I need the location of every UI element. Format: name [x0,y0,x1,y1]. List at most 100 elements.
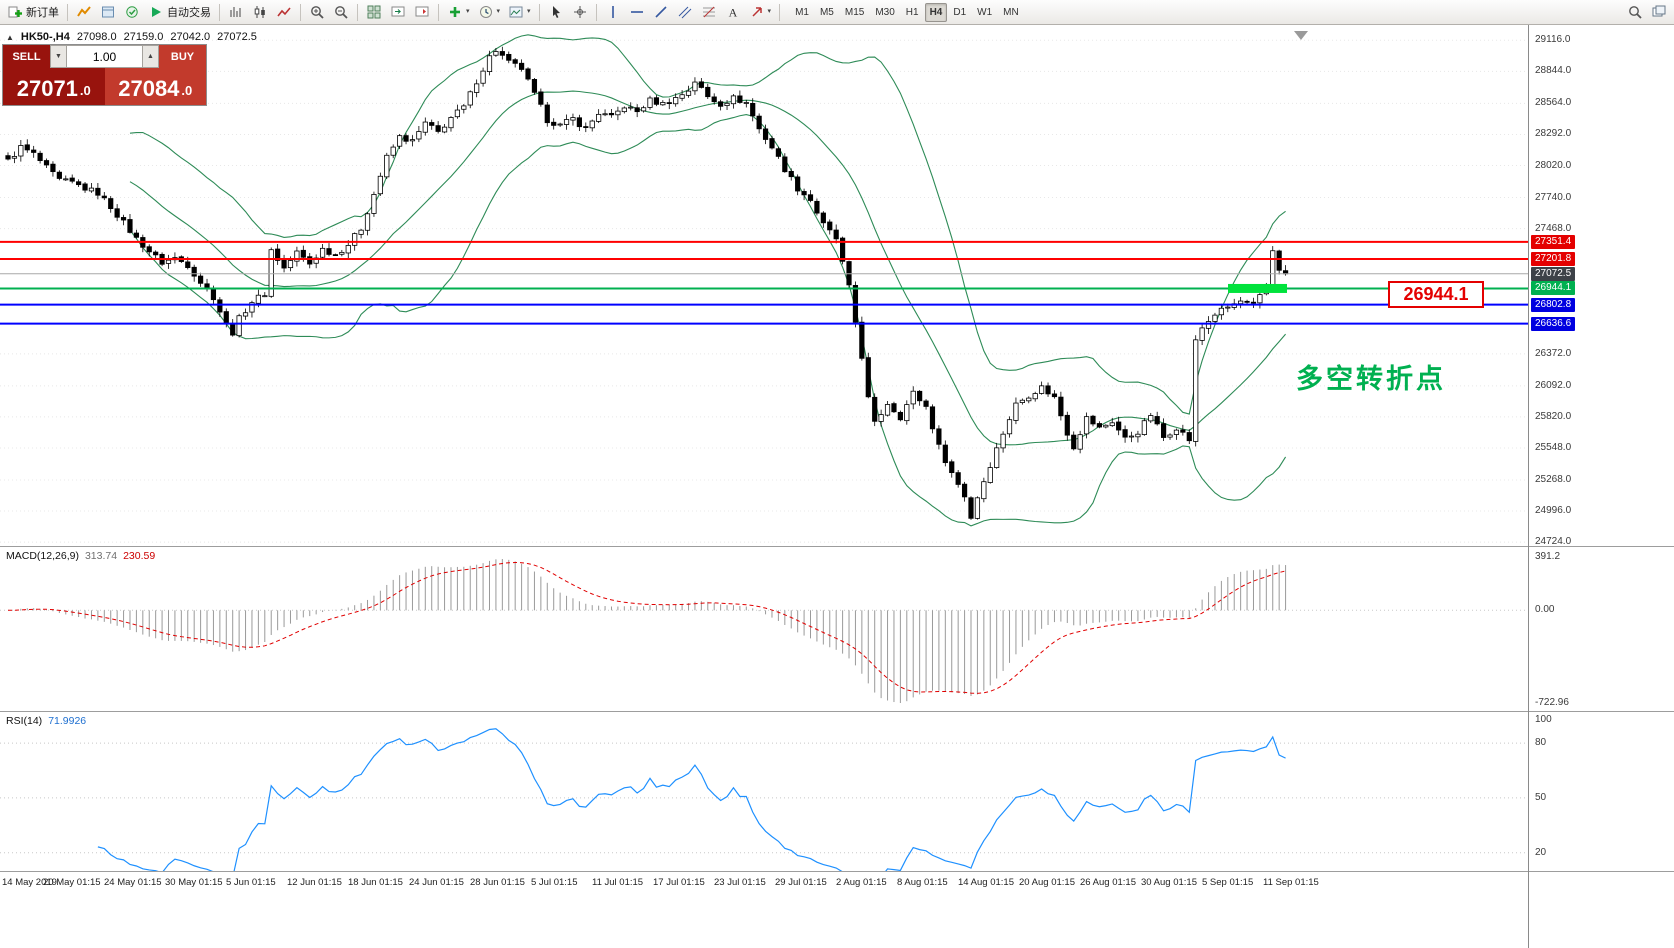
vertical-line-button[interactable] [602,2,624,23]
bid-price: 27071 [16,76,78,101]
timeframe-D1[interactable]: D1 [953,6,967,18]
text-label-button[interactable]: A [722,2,744,23]
search-button[interactable] [1624,2,1646,23]
zoom-out-icon [335,6,348,19]
highlight-zone[interactable] [1228,283,1287,293]
timeframe-M5[interactable]: M5 [819,6,834,18]
crosshair-button[interactable] [569,2,591,23]
time-axis-label: 23 Jul 01:15 [714,877,766,888]
channel-icon [678,6,691,19]
new-order-label: 新订单 [26,7,59,19]
panel-separator[interactable] [0,871,1674,872]
panel-separator[interactable] [0,546,1674,547]
turning-point-annotation[interactable]: 多空转折点 [1296,364,1446,394]
ohlc-open: 27098.0 [76,31,117,43]
rsi-axis-label: 100 [1535,714,1552,725]
bid-price-fraction: .0 [79,83,91,98]
time-axis-label: 2 Aug 01:15 [836,877,887,888]
toolbar-separator [219,3,220,21]
rsi-axis-label: 50 [1535,791,1547,803]
macd-axis-label: -722.96 [1535,697,1569,708]
indicators-button[interactable]: ▾ [444,2,473,23]
volume-up-button[interactable]: ▲ [142,45,159,68]
line-price-tag: 27351.4 [1531,234,1576,249]
volume-input[interactable]: 1.00 [67,45,142,68]
toolbar-separator [357,3,358,21]
timeframe-H1[interactable]: H1 [905,6,919,18]
time-axis[interactable]: 14 May 2019 20 May 01:15 24 May 01:15 30 Ma… [0,872,1674,948]
rsi-axis-label: 20 [1535,846,1547,858]
channel-button[interactable] [674,2,696,23]
templates-button[interactable]: ▾ [505,2,534,23]
new-order-icon [8,6,22,18]
zoom-in-button[interactable] [306,2,328,23]
rsi-panel-canvas[interactable] [0,712,1528,871]
timeframe-H4[interactable]: H4 [924,2,948,22]
candlestick-chart-button[interactable] [249,2,271,23]
crosshair-icon [573,6,586,18]
horizontal-line-button[interactable] [626,2,648,23]
oct-toggle-icon[interactable]: ▲ [6,32,14,42]
bb-lower-band [129,114,1287,527]
time-axis-label: 17 Jul 01:15 [653,877,705,888]
market-watch-button[interactable] [73,2,95,23]
arrows-button[interactable]: ▾ [746,2,775,23]
text-label-icon: A [728,6,737,20]
terminal-button[interactable] [121,2,143,23]
toolbar-separator [67,3,68,21]
volume-down-button[interactable]: ▼ [50,45,67,68]
time-axis-label: 14 Aug 01:15 [958,877,1014,888]
price-axis-label: 24996.0 [1535,505,1572,517]
new-window-button[interactable] [1648,2,1670,23]
trendline-button[interactable] [650,2,672,23]
buy-button[interactable]: BUY [159,45,206,68]
macd-label: MACD(12,26,9) 313.74 230.59 [6,550,155,562]
time-axis-label: 5 Jul 01:15 [531,877,578,888]
new-order-button[interactable]: 新订单 [4,2,62,23]
bar-chart-button[interactable] [225,2,247,23]
sell-price-button[interactable]: 27071 .0 [3,68,105,105]
zoom-out-button[interactable] [330,2,352,23]
timeframe-M15[interactable]: M15 [844,6,865,18]
price-callout-box[interactable]: 26944.1 [1388,281,1484,308]
macd-panel-canvas[interactable] [0,547,1528,711]
toolbar-separator [595,3,597,21]
timeframe-W1[interactable]: W1 [977,6,993,18]
macd-name: MACD(12,26,9) [6,550,79,562]
periods-button[interactable]: ▾ [475,2,504,23]
time-axis-label: 14 May 2019 [2,877,57,888]
time-axis-label: 20 May 01:15 [43,877,101,888]
time-axis-label: 29 Jul 01:15 [775,877,827,888]
macd-axis-label: 0.00 [1535,604,1555,616]
tile-windows-button[interactable] [363,2,385,23]
rsi-value: 71.9926 [48,715,87,727]
toolbar-separator [300,3,301,21]
main-chart-canvas[interactable] [0,25,1528,546]
time-axis-label: 11 Jul 01:15 [592,877,644,888]
cursor-button[interactable] [545,2,567,23]
svg-text:A: A [728,6,737,20]
trendline-icon [654,6,667,18]
auto-trading-label: 自动交易 [167,7,211,19]
sell-button[interactable]: SELL [3,45,50,68]
auto-scroll-button[interactable] [387,2,409,23]
timeframe-M30[interactable]: M30 [875,6,895,18]
auto-trading-icon [152,7,161,17]
price-axis[interactable]: 29116.0 28844.0 28564.0 28292.0 28020.0 27740… [1529,0,1674,948]
data-window-icon [102,6,114,18]
ask-price: 27084 [118,76,180,101]
line-chart-button[interactable] [273,2,295,23]
timeframe-MN[interactable]: MN [1003,6,1019,18]
panel-separator[interactable] [0,711,1674,712]
fibonacci-button[interactable] [698,2,720,23]
line-price-tag: 26802.8 [1531,297,1576,312]
main-toolbar: 新订单 自动交易 [0,0,1674,25]
data-window-button[interactable] [97,2,119,23]
zoom-in-icon [311,6,324,19]
timeframe-M1[interactable]: M1 [795,6,809,18]
buy-price-button[interactable]: 27084 .0 [104,68,206,105]
vertical-line-icon [611,6,614,18]
grid-layer [0,39,1528,543]
chart-shift-button[interactable] [411,2,433,23]
auto-trading-button[interactable]: 自动交易 [145,2,214,23]
